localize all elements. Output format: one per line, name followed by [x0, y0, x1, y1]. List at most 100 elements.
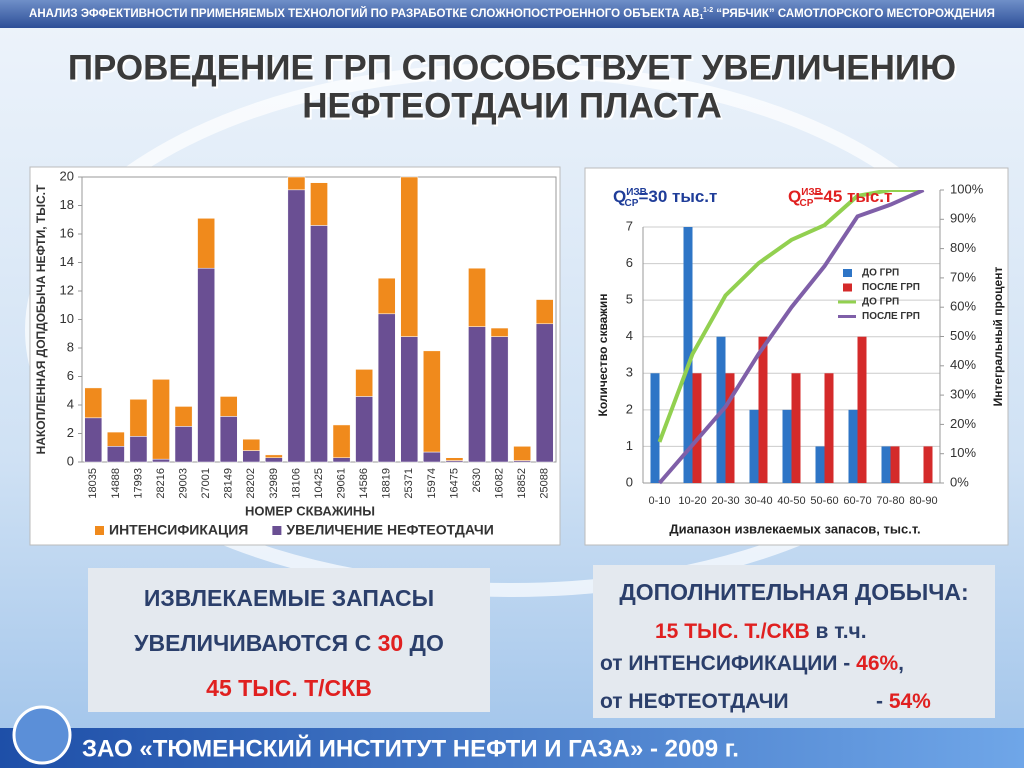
- bar-segment: [490, 327, 509, 337]
- annotation-part: ИЗВ: [626, 187, 646, 198]
- y-tick-label: 1: [626, 438, 633, 453]
- x-tick-label: 29003: [177, 468, 189, 499]
- y2-tick-label: 80%: [950, 240, 976, 255]
- bar-segment: [129, 399, 148, 437]
- bar-segment: [535, 299, 554, 325]
- bar: [815, 446, 825, 483]
- bar-segment: [513, 446, 531, 461]
- bar-segment: [310, 225, 328, 463]
- bar-segment: [84, 417, 103, 463]
- line: [657, 190, 925, 485]
- bar: [650, 373, 660, 483]
- bar-segment: [423, 451, 441, 463]
- x-tick-label: 17993: [132, 468, 144, 499]
- y-tick-label: 16: [60, 225, 74, 240]
- bar-segment: [355, 396, 373, 463]
- x-tick-label: 27001: [200, 468, 212, 499]
- box-text: 15 ТЫС. Т./СКВ в т.ч.: [655, 620, 867, 643]
- x-axis-label: НОМЕР СКВАЖИНЫ: [245, 503, 375, 518]
- x-tick-label: 32989: [268, 468, 280, 499]
- x-tick-label: 25088: [539, 468, 551, 499]
- text-box: [88, 568, 490, 712]
- annotation-part: =45 тыс.т: [813, 187, 892, 206]
- bar: [725, 373, 735, 483]
- y2-tick-label: 10%: [950, 445, 976, 460]
- annotation-part: ИЗВ: [801, 187, 821, 198]
- x-tick-label: 80-90: [909, 495, 937, 507]
- legend-label: УВЕЛИЧЕНИЕ НЕФТЕОТДАЧИ: [286, 522, 493, 538]
- x-tick-label: 10-20: [678, 495, 706, 507]
- bar: [857, 336, 867, 483]
- bar-segment: [265, 457, 283, 463]
- legend-label: ПОСЛЕ ГРП: [862, 311, 920, 322]
- x-tick-label: 28202: [245, 468, 257, 499]
- annotation-part: Q: [613, 187, 626, 206]
- x-tick-label: 50-60: [810, 495, 838, 507]
- bar-segment: [332, 457, 351, 463]
- title: НЕФТЕОТДАЧИ ПЛАСТА: [302, 86, 722, 125]
- legend-swatch: [843, 269, 852, 277]
- bar-segment: [265, 454, 283, 458]
- y-tick-label: 3: [626, 365, 633, 380]
- legend-swatch: [843, 283, 852, 292]
- legend-label: ИНТЕНСИФИКАЦИЯ: [109, 522, 248, 538]
- legend-label: ДО ГРП: [862, 268, 899, 279]
- bar-segment: [377, 313, 396, 463]
- y2-axis-label: Интегральный процент: [991, 267, 1005, 407]
- y2-tick-label: 60%: [950, 299, 976, 314]
- bar: [758, 336, 768, 483]
- annotation-part: СР: [625, 198, 639, 209]
- annotation-part: =30 тыс.т: [638, 187, 717, 206]
- box-text: от ИНТЕНСИФИКАЦИИ - 46%,: [600, 652, 904, 675]
- bar-segment: [468, 326, 486, 463]
- bar-segment: [219, 416, 238, 463]
- y-tick-label: 0: [67, 453, 74, 468]
- logo: [12, 705, 72, 765]
- y-tick-label: 6: [626, 255, 633, 270]
- annotation: QИЗВ СР=45 тыс.т: [788, 187, 892, 209]
- legend-swatch: [272, 526, 282, 535]
- chart-panel: [584, 167, 1009, 546]
- box-text: ИЗВЛЕКАЕМЫЕ ЗАПАСЫ: [144, 585, 434, 611]
- x-tick-label: 28149: [223, 468, 235, 499]
- footer: ЗАО «ТЮМЕНСКИЙ ИНСТИТУТ НЕФТИ И ГАЗА» - …: [82, 734, 739, 762]
- x-tick-label: 29061: [335, 468, 347, 499]
- annotation-part: СР: [800, 198, 814, 209]
- y-tick-label: 4: [626, 328, 633, 343]
- x-tick-label: 18852: [516, 468, 528, 499]
- y-axis-label: Количество скважин: [596, 294, 610, 417]
- y-tick-label: 8: [67, 339, 74, 354]
- x-tick-label: 16082: [493, 468, 505, 499]
- bar: [848, 409, 858, 483]
- header: АНАЛИЗ ЭФФЕКТИВНОСТИ ПРИМЕНЯЕМЫХ ТЕХНОЛО…: [29, 7, 995, 21]
- bar-segment: [287, 189, 306, 463]
- y-tick-label: 2: [626, 401, 633, 416]
- bar: [890, 446, 900, 483]
- bar: [791, 373, 801, 483]
- y-tick-label: 0: [626, 474, 633, 489]
- bar-segment: [84, 387, 103, 419]
- bar-segment: [197, 267, 215, 463]
- bar-segment: [535, 323, 554, 463]
- x-tick-label: 70-80: [876, 495, 904, 507]
- bar-segment: [152, 379, 170, 460]
- y2-tick-label: 20%: [950, 416, 976, 431]
- y-tick-label: 10: [60, 311, 74, 326]
- y-tick-label: 18: [60, 197, 74, 212]
- bar: [749, 409, 759, 483]
- bar: [923, 446, 933, 483]
- box-text: от НЕФТЕОТДАЧИ - 54%: [600, 690, 931, 713]
- bar-segment: [107, 446, 125, 463]
- x-tick-label: 18035: [87, 468, 99, 499]
- bar-segment: [355, 369, 373, 397]
- bar: [683, 227, 693, 483]
- legend-swatch: [95, 526, 104, 535]
- bar: [692, 373, 702, 483]
- y-tick-label: 12: [60, 282, 74, 297]
- x-tick-label: 10425: [313, 468, 325, 499]
- bar: [782, 409, 792, 483]
- y-tick-label: 14: [60, 254, 74, 269]
- title-shadow: НЕФТЕОТДАЧИ ПЛАСТА: [304, 88, 724, 127]
- title: ПРОВЕДЕНИЕ ГРП СПОСОБСТВУЕТ УВЕЛИЧЕНИЮ: [68, 48, 956, 87]
